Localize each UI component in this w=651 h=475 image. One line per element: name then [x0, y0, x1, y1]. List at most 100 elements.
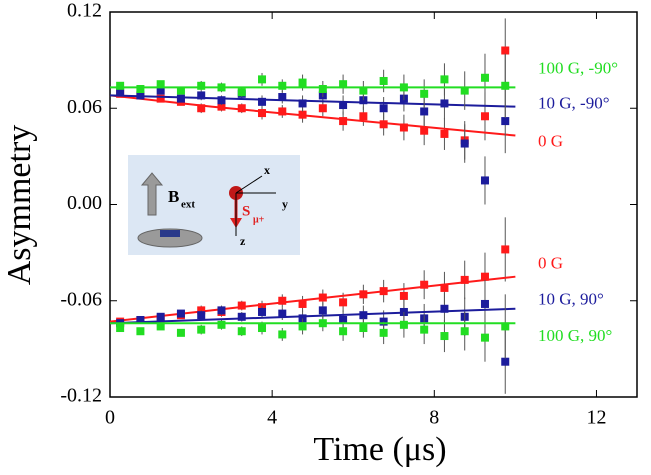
inset-label: ext: [181, 199, 195, 211]
data-point: [399, 291, 408, 300]
data-point: [116, 324, 125, 333]
data-point: [176, 86, 185, 95]
data-point: [440, 332, 449, 341]
data-point: [197, 104, 206, 113]
data-point: [156, 322, 165, 331]
data-point: [420, 325, 429, 334]
x-tick-label: 0: [105, 407, 115, 429]
data-point: [258, 109, 267, 118]
data-point: [440, 304, 449, 313]
fit-line: [109, 94, 516, 108]
data-point: [156, 86, 165, 95]
inset-label: μ+: [253, 214, 265, 225]
data-point: [420, 89, 429, 98]
data-point: [379, 120, 388, 129]
data-point: [420, 280, 429, 289]
data-point: [237, 301, 246, 310]
data-point: [460, 327, 469, 336]
data-point: [501, 357, 510, 366]
data-point: [339, 327, 348, 336]
data-point: [298, 99, 307, 108]
data-point: [176, 94, 185, 103]
data-point: [278, 309, 287, 318]
fit-line: [109, 275, 516, 323]
data-point: [176, 328, 185, 337]
data-point: [318, 85, 327, 93]
y-axis-title: Asymmetry: [1, 125, 38, 286]
data-point: [480, 272, 489, 281]
data-point: [156, 312, 165, 321]
sample-crystal: [160, 230, 180, 237]
data-point: [480, 176, 489, 185]
data-point: [339, 117, 348, 126]
data-point: [278, 93, 287, 102]
data-point: [176, 309, 185, 318]
data-point: [339, 80, 348, 89]
inset-label: x: [264, 163, 270, 177]
data-point: [420, 126, 429, 135]
fit-line: [109, 94, 516, 137]
x-tick-label: 4: [267, 407, 277, 429]
data-point: [197, 91, 206, 100]
data-point: [480, 333, 489, 342]
sample-disc: [137, 228, 203, 248]
data-point: [217, 320, 226, 329]
y-tick-label: 0.00: [67, 192, 102, 214]
data-point: [501, 81, 510, 90]
data-point: [298, 299, 307, 308]
data-point: [501, 322, 510, 331]
inset-label: S: [242, 203, 250, 219]
data-point: [217, 96, 226, 105]
data-point: [480, 299, 489, 308]
data-point: [318, 306, 327, 315]
data-point: [156, 80, 165, 89]
y-tick-label: -0.06: [60, 288, 102, 310]
inset-label: B: [168, 187, 179, 206]
data-point: [420, 107, 429, 116]
series-label: 0 G: [538, 254, 563, 273]
data-point: [258, 324, 267, 333]
data-point: [197, 81, 206, 90]
data-point: [379, 76, 388, 85]
data-point: [399, 320, 408, 329]
inset: B ext S μ+ x y z: [128, 155, 300, 255]
y-tick-label: -0.12: [60, 385, 102, 407]
data-point: [197, 311, 206, 320]
data-point: [116, 81, 125, 90]
data-point: [237, 104, 246, 113]
data-point: [116, 88, 125, 97]
data-point: [460, 139, 469, 148]
x-tick-label: 12: [586, 407, 606, 429]
data-point: [399, 123, 408, 132]
data-point: [379, 104, 388, 113]
data-point: [197, 325, 206, 334]
data-point: [217, 306, 226, 315]
data-point: [298, 78, 307, 87]
inset-label: z: [240, 234, 246, 248]
data-point: [318, 104, 327, 113]
data-point: [501, 117, 510, 126]
data-point: [278, 296, 287, 305]
data-point: [258, 307, 267, 316]
data-point: [156, 94, 165, 103]
data-point: [339, 316, 348, 324]
y-tick-label: 0.12: [67, 0, 102, 22]
data-point: [339, 298, 348, 307]
data-point: [440, 99, 449, 108]
data-point: [237, 327, 246, 336]
fit-line: [109, 307, 516, 325]
data-point: [480, 112, 489, 121]
data-point: [460, 275, 469, 284]
data-point: [359, 112, 368, 121]
data-point: [460, 86, 469, 95]
data-point: [440, 129, 449, 138]
data-point: [278, 330, 287, 339]
data-point: [237, 88, 246, 97]
y-tick-label: 0.06: [67, 96, 102, 118]
series-label: 0 G: [538, 131, 563, 150]
data-point: [136, 316, 145, 324]
data-point: [339, 101, 348, 110]
axis-x: [235, 175, 263, 194]
x-tick-label: 8: [429, 407, 439, 429]
